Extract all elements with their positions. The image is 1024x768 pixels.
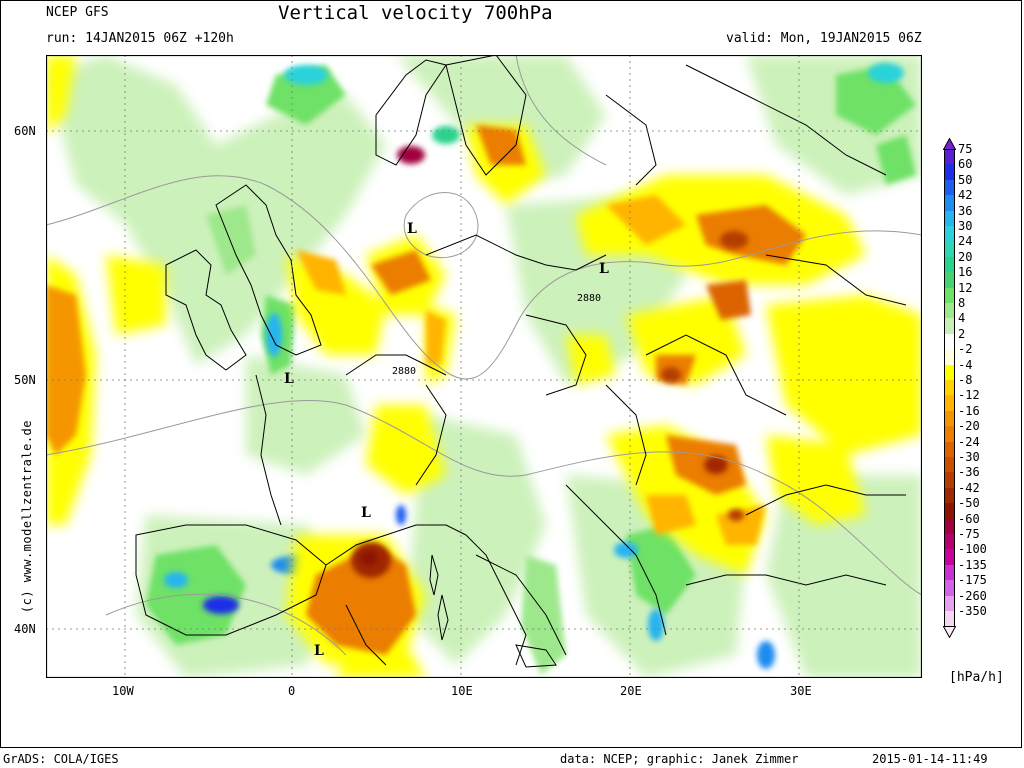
colorbar-swatch [944, 611, 955, 627]
colorbar-level-label: -16 [958, 403, 980, 418]
colorbar-level-label: -60 [958, 511, 980, 526]
low-pressure-label: L [407, 221, 417, 237]
colorbar-level-label: -350 [958, 604, 987, 618]
colorbar-level-label: -50 [958, 496, 980, 511]
colorbar-level-label: -135 [958, 557, 987, 572]
low-pressure-label: L [314, 643, 324, 659]
contour-label: 2880 [577, 293, 602, 304]
colorbar-level-label: -75 [958, 527, 980, 541]
colorbar-level-label: 36 [958, 203, 973, 218]
colorbar-swatch [944, 472, 955, 489]
colorbar-swatch [944, 549, 955, 566]
colorbar-swatch [944, 441, 955, 458]
colorbar-level-label: 16 [958, 265, 973, 280]
colorbar-swatch [944, 564, 955, 581]
colorbar-level-label: -2 [958, 342, 973, 357]
descent-strong-areas [351, 146, 748, 578]
colorbar-level-label: 42 [958, 188, 973, 203]
colorbar-level-label: -42 [958, 480, 980, 495]
figure-frame [0, 0, 1022, 748]
colorbar-swatch [944, 333, 955, 350]
footer-software: GrADS: COLA/IGES [3, 752, 119, 766]
map-title: Vertical velocity 700hPa [278, 2, 553, 24]
lat-label: 40N [14, 622, 36, 636]
colorbar-end-arrow [943, 138, 956, 150]
colorbar-swatch [944, 503, 955, 520]
geopotential-contours [46, 55, 922, 656]
coastlines [135, 55, 907, 668]
colorbar-swatch [944, 518, 955, 535]
colorbar-swatch [944, 164, 955, 181]
run-info: run: 14JAN2015 06Z +120h [46, 31, 234, 46]
colorbar-swatch [944, 364, 955, 381]
ascent-moderate-areas [146, 65, 916, 675]
colorbar-swatch [944, 534, 955, 550]
colorbar-swatch [944, 318, 955, 335]
colorbar-swatch [944, 303, 955, 319]
colorbar-level-label: 30 [958, 219, 973, 233]
colorbar-level-label: 50 [958, 172, 973, 187]
colorbar-level-label: -100 [958, 542, 987, 557]
colorbar-swatch [944, 210, 955, 227]
colorbar-unit: [hPa/h] [949, 670, 1004, 685]
side-credit: (c) www.modellzentrale.de [20, 420, 34, 614]
colorbar-level-label: -12 [958, 388, 980, 403]
colorbar-swatch [944, 226, 955, 242]
colorbar-swatch [944, 256, 955, 273]
colorbar-end-arrow [943, 626, 956, 639]
colorbar-swatch [944, 195, 955, 212]
colorbar-swatch [944, 595, 955, 612]
colorbar-level-label: 24 [958, 234, 973, 249]
colorbar-level-label: 75 [958, 142, 973, 156]
colorbar-level-label: -260 [958, 588, 987, 603]
colorbar-swatch [944, 487, 955, 504]
colorbar-level-label: 2 [958, 326, 966, 341]
valid-time: valid: Mon, 19JAN2015 06Z [726, 31, 922, 46]
contour-label: 2880 [392, 366, 417, 377]
colorbar-swatch [944, 149, 955, 165]
colorbar-level-label: 8 [958, 296, 966, 310]
colorbar-level-label: -175 [958, 573, 987, 588]
colorbar-level-label: -20 [958, 419, 980, 434]
lon-label: 10E [451, 684, 473, 698]
ascent-strong-areas [164, 63, 904, 669]
colorbar-level-label: -30 [958, 450, 980, 464]
colorbar-swatch [944, 241, 955, 258]
model-name: NCEP GFS [46, 5, 109, 20]
graticule [46, 55, 922, 678]
footer-credits: data: NCEP; graphic: Janek Zimmer [560, 752, 799, 766]
colorbar-level-label: -36 [958, 465, 980, 480]
lon-label: 10W [112, 684, 134, 698]
colorbar-level-label: 4 [958, 311, 966, 326]
footer-timestamp: 2015-01-14-11:49 [872, 752, 988, 766]
colorbar-level-label: 20 [958, 249, 973, 264]
colorbar-level-label: 12 [958, 280, 973, 295]
colorbar-swatch [944, 287, 955, 304]
colorbar-swatch [944, 349, 955, 366]
colorbar-swatch [944, 179, 955, 196]
lon-label: 20E [620, 684, 642, 698]
low-pressure-label: L [284, 371, 294, 387]
colorbar-level-label: -4 [958, 357, 973, 372]
colorbar-swatch [944, 426, 955, 443]
lon-label: 30E [790, 684, 812, 698]
colorbar-swatch [944, 380, 955, 396]
colorbar-swatch [944, 395, 955, 412]
lat-label: 50N [14, 373, 36, 387]
vertical-velocity-map [46, 55, 922, 678]
low-pressure-label: L [599, 261, 609, 277]
low-pressure-label: L [361, 505, 371, 521]
colorbar-level-label: -8 [958, 373, 973, 387]
colorbar-level-label: -24 [958, 434, 980, 449]
colorbar-level-label: 60 [958, 157, 973, 172]
colorbar-swatch [944, 410, 955, 427]
lon-label: 0 [288, 684, 296, 698]
colorbar-swatch [944, 457, 955, 473]
lat-label: 60N [14, 124, 36, 138]
colorbar-swatch [944, 272, 955, 289]
colorbar-swatch [944, 580, 955, 597]
